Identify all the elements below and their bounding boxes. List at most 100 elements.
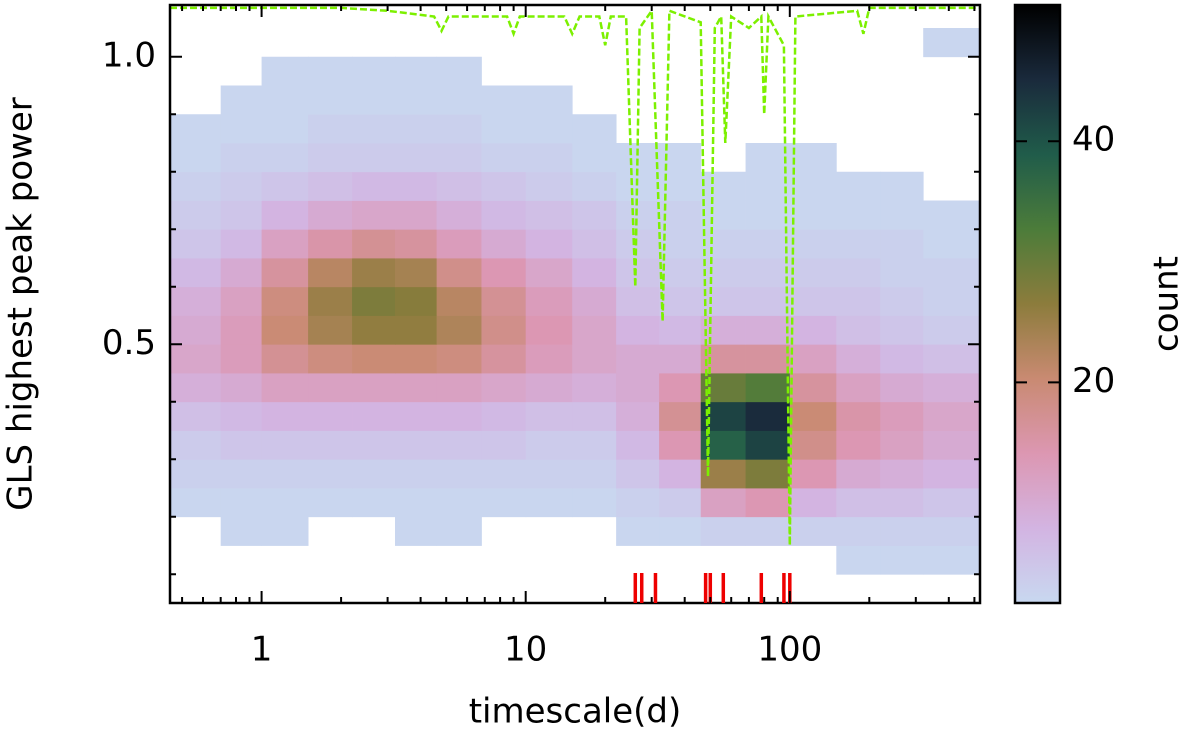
heatmap-cell: [525, 171, 573, 201]
heatmap-cell: [308, 171, 353, 201]
heatmap-cell: [170, 200, 222, 230]
heatmap-cell: [616, 401, 660, 431]
heatmap-cell: [880, 516, 924, 546]
heatmap-cell: [525, 488, 573, 518]
heatmap-cell: [170, 258, 222, 288]
heatmap-cell: [261, 258, 309, 288]
heatmap-cell: [923, 286, 980, 316]
heatmap-cell: [308, 114, 353, 144]
heatmap-cell: [572, 315, 617, 345]
heatmap-cell: [659, 373, 702, 403]
heatmap-cell: [481, 114, 527, 144]
window-line: [170, 6, 980, 546]
heatmap-cell: [880, 143, 923, 172]
heatmap-cell: [572, 86, 616, 115]
heatmap-cell: [308, 459, 353, 489]
heatmap-cell: [745, 401, 791, 431]
heatmap-cell: [659, 344, 702, 374]
heatmap-cell: [572, 286, 617, 316]
heatmap-cell: [616, 574, 659, 603]
heatmap-cell: [745, 373, 791, 403]
heatmap-cell: [789, 459, 837, 489]
heatmap-cell: [481, 229, 527, 259]
heatmap-cell: [170, 517, 221, 546]
heatmap-cell: [923, 545, 980, 575]
heatmap-cell: [261, 315, 309, 345]
colorbar: [1013, 3, 1062, 605]
colorbar-tick-label: 20: [1072, 361, 1115, 401]
heatmap-cell: [659, 488, 702, 518]
heatmap-cell: [659, 546, 701, 575]
heatmap-cell: [481, 286, 527, 316]
heatmap-cell: [170, 143, 222, 173]
heatmap-cell: [789, 315, 837, 345]
heatmap-cell: [436, 229, 482, 259]
heatmap-cell: [616, 546, 659, 575]
heatmap-cell: [308, 517, 352, 546]
heatmap-cell: [170, 459, 222, 489]
heatmap-cell: [745, 171, 791, 201]
heatmap-cell: [836, 28, 880, 57]
heatmap-cell: [789, 488, 837, 518]
heatmap-cell: [436, 344, 482, 374]
heatmap-cell: [395, 56, 438, 86]
heatmap-cell: [352, 143, 396, 173]
heatmap-cell: [923, 459, 980, 489]
heatmap-cell: [836, 516, 881, 546]
heatmap-cell: [220, 344, 262, 374]
heatmap-cell: [659, 459, 702, 489]
heatmap-cell: [395, 459, 438, 489]
heatmap-cell: [745, 459, 791, 489]
heatmap-cell: [481, 28, 526, 57]
heatmap-cell: [836, 114, 880, 143]
heatmap-cell: [880, 459, 924, 489]
x-axis-label: timescale(d): [469, 692, 682, 732]
heatmap-cell: [923, 229, 980, 259]
heatmap-cell: [836, 344, 881, 374]
heatmap-cell: [436, 114, 482, 144]
heatmap-cell: [525, 286, 573, 316]
heatmap-cell: [220, 85, 262, 115]
heatmap-cell: [261, 114, 309, 144]
heatmap-cell: [616, 171, 660, 201]
heatmap-cell: [436, 258, 482, 288]
heatmap-cell: [395, 401, 438, 431]
heatmap-cell: [308, 200, 353, 230]
heatmap-cell: [395, 546, 437, 575]
heatmap-cell: [352, 459, 396, 489]
heatmap-cell: [526, 28, 573, 57]
heatmap-cell: [700, 373, 746, 403]
heatmap-cell: [436, 286, 482, 316]
heatmap-cell: [436, 516, 482, 546]
heatmap-cell: [572, 344, 617, 374]
heatmap-cell: [170, 430, 222, 460]
heatmap-cell: [526, 517, 573, 546]
heatmap-cell: [436, 200, 482, 230]
overlay: [170, 6, 980, 546]
heatmap-cell: [395, 85, 438, 115]
heatmap-cell: [572, 401, 617, 431]
heatmap-cell: [525, 114, 573, 144]
heatmap-cell: [880, 229, 924, 259]
heatmap-cell: [659, 315, 702, 345]
heatmap-cell: [923, 57, 980, 86]
heatmap-cell: [616, 229, 660, 259]
heatmap-cell: [352, 28, 395, 57]
heatmap-cell: [572, 114, 617, 144]
heatmap-cell: [745, 516, 791, 546]
heatmap-cell: [700, 200, 746, 230]
heatmap-cell: [220, 286, 262, 316]
heatmap-cell: [481, 258, 527, 288]
heatmap-cell: [261, 430, 309, 460]
heatmap-cell: [261, 459, 309, 489]
heatmap-cell: [308, 488, 353, 518]
heatmap-cell: [261, 229, 309, 259]
heatmap-cell: [352, 258, 396, 288]
heatmap-cell: [836, 574, 880, 603]
heatmap-cell: [261, 373, 309, 403]
heatmap-cell: [437, 574, 482, 603]
heatmap-cell: [220, 258, 262, 288]
heatmap-cell: [481, 143, 527, 173]
heatmap-cell: [395, 344, 438, 374]
